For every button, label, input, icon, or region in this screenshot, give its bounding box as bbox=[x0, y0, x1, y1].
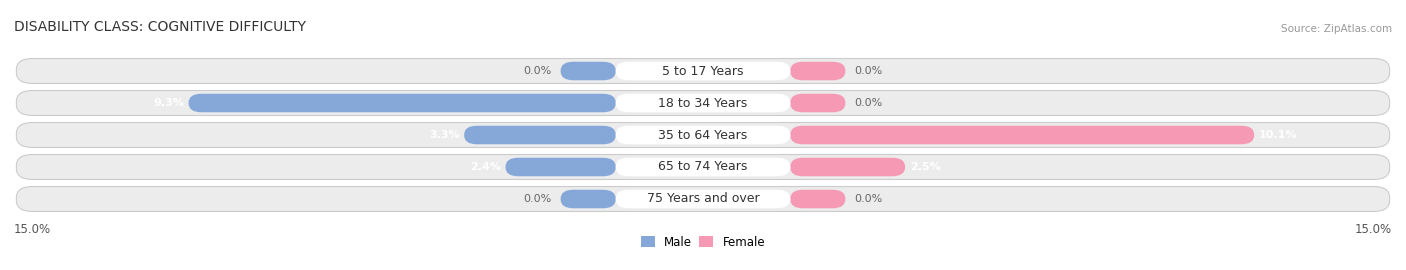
FancyBboxPatch shape bbox=[561, 190, 616, 208]
Text: 0.0%: 0.0% bbox=[523, 66, 551, 76]
FancyBboxPatch shape bbox=[616, 190, 790, 208]
Text: 10.1%: 10.1% bbox=[1258, 130, 1298, 140]
FancyBboxPatch shape bbox=[616, 94, 790, 112]
Text: 0.0%: 0.0% bbox=[855, 66, 883, 76]
FancyBboxPatch shape bbox=[616, 126, 790, 144]
FancyBboxPatch shape bbox=[464, 126, 616, 144]
FancyBboxPatch shape bbox=[790, 190, 845, 208]
FancyBboxPatch shape bbox=[790, 62, 845, 80]
Text: 75 Years and over: 75 Years and over bbox=[647, 193, 759, 205]
Text: 15.0%: 15.0% bbox=[1355, 223, 1392, 236]
Text: 0.0%: 0.0% bbox=[523, 194, 551, 204]
FancyBboxPatch shape bbox=[790, 126, 1254, 144]
FancyBboxPatch shape bbox=[506, 158, 616, 176]
Text: 3.3%: 3.3% bbox=[429, 130, 460, 140]
FancyBboxPatch shape bbox=[188, 94, 616, 112]
FancyBboxPatch shape bbox=[17, 123, 1389, 147]
FancyBboxPatch shape bbox=[17, 59, 1389, 83]
Text: 2.5%: 2.5% bbox=[910, 162, 941, 172]
FancyBboxPatch shape bbox=[616, 158, 790, 176]
FancyBboxPatch shape bbox=[616, 62, 790, 80]
FancyBboxPatch shape bbox=[17, 187, 1389, 211]
Text: 2.4%: 2.4% bbox=[470, 162, 501, 172]
FancyBboxPatch shape bbox=[561, 62, 616, 80]
Text: 0.0%: 0.0% bbox=[855, 194, 883, 204]
Text: 18 to 34 Years: 18 to 34 Years bbox=[658, 96, 748, 110]
Text: 15.0%: 15.0% bbox=[14, 223, 51, 236]
Text: 35 to 64 Years: 35 to 64 Years bbox=[658, 129, 748, 141]
Text: DISABILITY CLASS: COGNITIVE DIFFICULTY: DISABILITY CLASS: COGNITIVE DIFFICULTY bbox=[14, 20, 307, 34]
Text: Source: ZipAtlas.com: Source: ZipAtlas.com bbox=[1281, 24, 1392, 34]
Text: 9.3%: 9.3% bbox=[153, 98, 184, 108]
Text: 5 to 17 Years: 5 to 17 Years bbox=[662, 65, 744, 77]
FancyBboxPatch shape bbox=[17, 90, 1389, 116]
Text: 0.0%: 0.0% bbox=[855, 98, 883, 108]
Text: 65 to 74 Years: 65 to 74 Years bbox=[658, 160, 748, 174]
FancyBboxPatch shape bbox=[790, 94, 845, 112]
Legend: Male, Female: Male, Female bbox=[636, 231, 770, 254]
FancyBboxPatch shape bbox=[790, 158, 905, 176]
FancyBboxPatch shape bbox=[17, 154, 1389, 180]
